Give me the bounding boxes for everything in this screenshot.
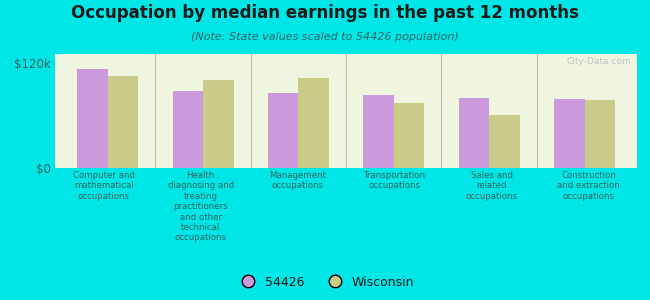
Text: Health
diagnosing and
treating
practitioners
and other
technical
occupations: Health diagnosing and treating practitio… — [168, 171, 234, 242]
Bar — [108, 76, 138, 168]
Text: City-Data.com: City-Data.com — [567, 57, 631, 66]
Text: Transportation
occupations: Transportation occupations — [363, 171, 426, 190]
Legend: 54426, Wisconsin: 54426, Wisconsin — [231, 271, 419, 294]
Text: (Note: State values scaled to 54426 population): (Note: State values scaled to 54426 popu… — [191, 32, 459, 41]
Text: Occupation by median earnings in the past 12 months: Occupation by median earnings in the pas… — [71, 4, 579, 22]
Bar — [298, 78, 329, 168]
Bar — [489, 116, 520, 168]
Bar — [203, 80, 233, 168]
Bar — [459, 98, 489, 168]
Bar — [172, 91, 203, 168]
Bar — [394, 103, 424, 168]
Bar — [77, 69, 108, 168]
Text: Computer and
mathematical
occupations: Computer and mathematical occupations — [73, 171, 135, 201]
Bar — [268, 94, 298, 168]
Text: Construction
and extraction
occupations: Construction and extraction occupations — [557, 171, 620, 201]
Text: Sales and
related
occupations: Sales and related occupations — [465, 171, 517, 201]
Bar — [363, 95, 394, 168]
Text: Management
occupations: Management occupations — [269, 171, 326, 190]
Bar — [584, 100, 615, 168]
Bar — [554, 99, 584, 168]
